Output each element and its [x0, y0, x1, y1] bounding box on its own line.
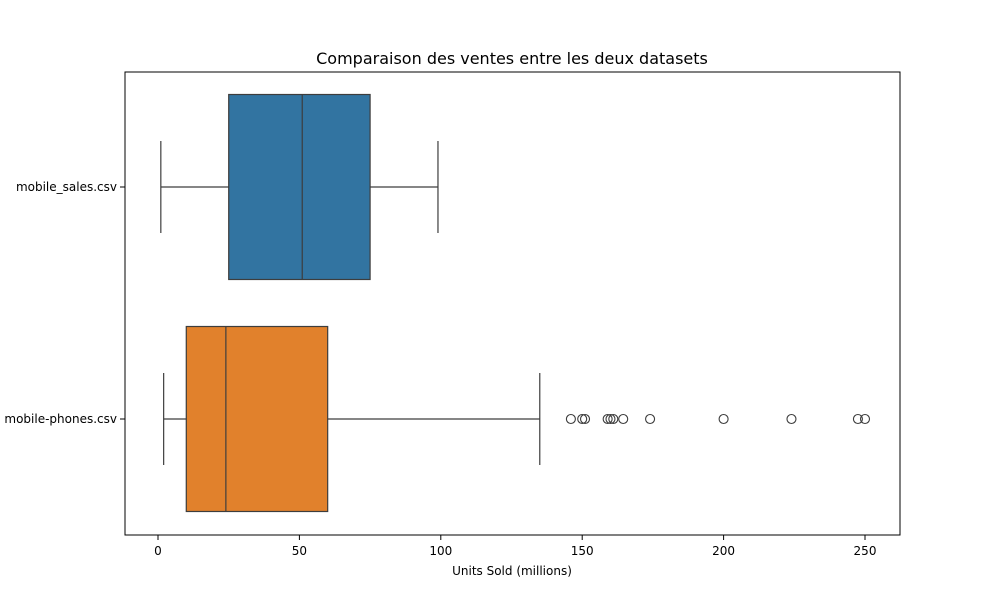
box-mobile-phones-csv	[163, 325, 871, 513]
outlier-point	[618, 413, 629, 425]
x-axis: 0 50 100 150 200 250	[154, 535, 876, 558]
iqr-box	[185, 325, 329, 513]
x-tick-label: 50	[292, 544, 307, 558]
outlier-point	[605, 413, 616, 425]
iqr-box	[228, 93, 371, 281]
x-tick-label: 150	[571, 544, 594, 558]
outlier-point	[645, 413, 656, 425]
outlier-point	[608, 413, 619, 425]
x-tick-label: 0	[154, 544, 162, 558]
outlier-point	[859, 413, 871, 425]
outlier-point	[577, 413, 588, 425]
x-axis-label: Units Sold (millions)	[452, 564, 572, 578]
chart-title: Comparaison des ventes entre les deux da…	[316, 49, 708, 68]
x-tick-label: 200	[712, 544, 735, 558]
y-tick-label: mobile-phones.csv	[4, 412, 117, 426]
outlier-point	[852, 413, 863, 425]
box-mobile-sales-csv	[160, 93, 439, 281]
x-tick-label: 250	[854, 544, 877, 558]
outlier-point	[579, 413, 591, 425]
plot-area	[124, 71, 901, 536]
y-axis: mobile_sales.csv mobile-phones.csv	[4, 180, 125, 426]
outlier-point	[602, 413, 613, 425]
outlier-point	[786, 413, 797, 425]
outlier-point	[565, 413, 576, 425]
y-tick-label: mobile_sales.csv	[16, 180, 117, 194]
boxes-group	[160, 93, 871, 513]
x-tick-label: 100	[429, 544, 452, 558]
outlier-point	[718, 413, 729, 425]
